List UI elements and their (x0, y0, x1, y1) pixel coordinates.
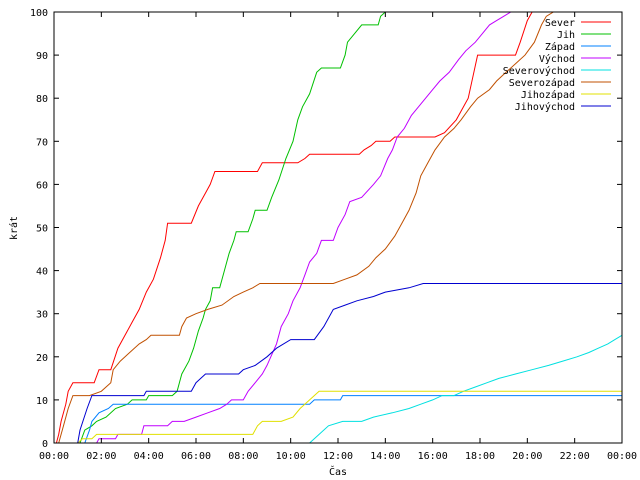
x-tick-label: 04:00 (134, 451, 164, 462)
y-tick-label: 70 (36, 137, 48, 148)
x-tick-label: 06:00 (181, 451, 211, 462)
x-tick-label: 02:00 (86, 451, 116, 462)
series-line-8 (77, 283, 622, 443)
x-tick-label: 08:00 (228, 451, 258, 462)
y-tick-label: 60 (36, 180, 48, 191)
y-axis-title: krát (8, 216, 20, 240)
legend-label: Severozápad (509, 77, 575, 89)
x-tick-label: 12:00 (323, 451, 353, 462)
legend: SeverJihZápadVýchodSeverovýchodSeverozáp… (503, 18, 611, 113)
legend-label: Jih (557, 30, 575, 41)
x-tick-label: 16:00 (418, 451, 448, 462)
series-line-4 (96, 12, 512, 443)
y-tick-label: 40 (36, 267, 48, 278)
legend-label: Západ (545, 41, 575, 53)
legend-label: Severovýchod (503, 65, 575, 77)
legend-label: Sever (545, 18, 575, 29)
legend-label: Východ (539, 53, 575, 65)
y-tick-label: 90 (36, 51, 48, 62)
y-tick-label: 0 (42, 439, 48, 450)
x-tick-label: 00:00 (39, 451, 69, 462)
y-tick-label: 30 (36, 310, 48, 321)
series-line-6 (58, 12, 554, 443)
y-tick-label: 10 (36, 396, 48, 407)
y-tick-label: 50 (36, 224, 48, 235)
series-line-5 (309, 334, 622, 443)
legend-label: Jihozápad (521, 89, 575, 101)
series-line-7 (77, 390, 622, 443)
plot-frame (53, 11, 623, 444)
x-tick-label: 14:00 (370, 451, 400, 462)
x-tick-label: 00:00 (607, 451, 637, 462)
series-line-2 (79, 12, 386, 443)
x-tick-label: 10:00 (276, 451, 306, 462)
x-tick-label: 18:00 (465, 451, 495, 462)
y-tick-label: 20 (36, 353, 48, 364)
y-tick-label: 100 (30, 8, 48, 19)
series-line-3 (84, 395, 622, 443)
x-tick-label: 20:00 (512, 451, 542, 462)
x-axis-title: Čas (329, 465, 347, 478)
legend-label: Jihovýchod (515, 101, 575, 113)
x-tick-label: 22:00 (560, 451, 590, 462)
plot-area (55, 12, 622, 443)
y-tick-label: 80 (36, 94, 48, 105)
x-axis: 00:00 02:00 04:00 06:00 08:00 10:00 12:00 14:00… (39, 12, 637, 462)
series-line-1 (55, 12, 533, 443)
